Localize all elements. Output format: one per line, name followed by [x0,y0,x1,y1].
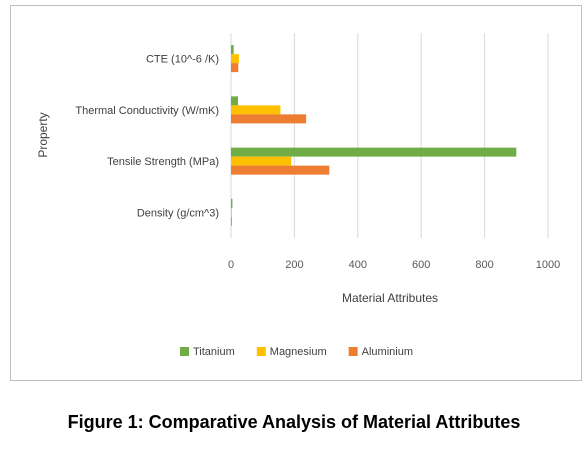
x-tick-label: 400 [349,259,367,271]
chart-frame [10,5,582,381]
x-axis-title: Material Attributes [342,291,438,305]
bar-titanium [231,198,233,208]
bar-magnesium [231,105,281,115]
bar-magnesium [231,54,239,64]
bar-chart: 0 200 400 600 800 1000 Density (g/cm^3) Tensile… [36,33,560,358]
bar-titanium [231,45,234,55]
bar-aluminium [231,216,232,226]
legend-label: Aluminium [362,346,413,358]
x-tick-label: 600 [412,259,430,271]
legend-label: Magnesium [270,346,327,358]
bar-aluminium [231,114,307,124]
legend-swatch-titanium [180,347,189,356]
legend-label: Titanium [193,346,235,358]
bar-magnesium [231,156,292,166]
bar-aluminium [231,63,239,73]
y-category-label: Density (g/cm^3) [137,207,219,219]
bar-titanium [231,147,517,157]
bar-aluminium [231,165,330,175]
x-tick-label: 200 [285,259,303,271]
legend-swatch-magnesium [256,347,266,356]
bar-titanium [231,96,238,106]
y-axis-title: Property [36,112,50,157]
y-category-label: CTE (10^-6 /K) [146,54,219,66]
legend-swatch-aluminium [348,347,358,356]
x-tick-label: 1000 [536,259,560,271]
y-category-label: Thermal Conductivity (W/mK) [75,105,219,117]
x-tick-label: 800 [475,259,493,271]
figure-caption: Figure 1: Comparative Analysis of Materi… [67,412,521,432]
bar-magnesium [231,207,232,217]
x-tick-label: 0 [228,259,234,271]
y-category-label: Tensile Strength (MPa) [107,156,219,168]
